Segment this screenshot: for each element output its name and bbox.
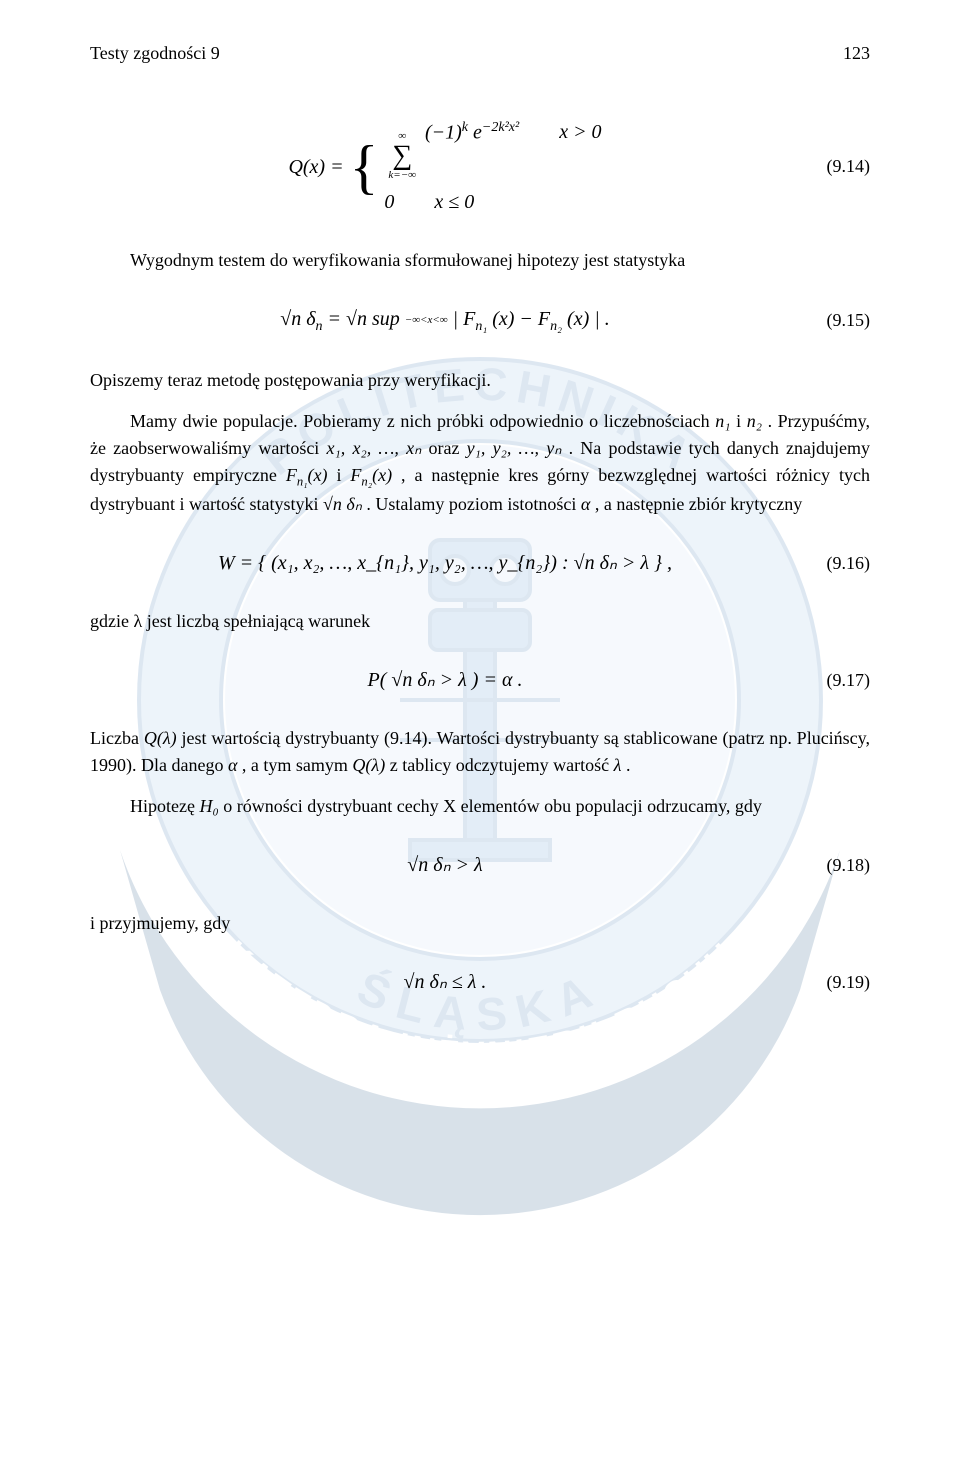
paragraph: gdzie λ jest liczbą spełniającą warunek [90, 608, 870, 635]
paragraph: Liczba Q(λ) jest wartością dystrybuanty … [90, 725, 870, 779]
page-content: Testy zgodności 9 123 Q(x) = { ∞ ∑ k=−∞ [0, 0, 960, 1067]
eq-number: (9.18) [800, 852, 870, 879]
header-left: Testy zgodności 9 [90, 40, 220, 67]
eq-number: (9.16) [800, 550, 870, 577]
paragraph: Hipotezę H₀ o równości dystrybuant cechy… [90, 793, 870, 820]
header-page-number: 123 [843, 40, 870, 67]
equation-9-18: √n δₙ > λ (9.18) [90, 850, 870, 880]
running-header: Testy zgodności 9 123 [90, 40, 870, 67]
equation-9-15: √n δn = √n sup −∞<x<∞ | Fn₁ (x) − Fn₂ (x… [90, 304, 870, 337]
eq-number: (9.14) [800, 153, 870, 180]
paragraph: Mamy dwie populacje. Pobieramy z nich pr… [90, 408, 870, 518]
eq-number: (9.15) [800, 307, 870, 334]
equation-9-19: √n δₙ ≤ λ . (9.19) [90, 967, 870, 997]
equation-9-16: W = { (x₁, x₂, …, x_{n₁}, y₁, y₂, …, y_{… [90, 548, 870, 578]
equation-9-17: P( √n δₙ > λ ) = α . (9.17) [90, 665, 870, 695]
eq-number: (9.17) [800, 667, 870, 694]
eq914-lhs: Q(x) = [288, 152, 343, 182]
paragraph: Wygodnym testem do weryfikowania sformuł… [90, 247, 870, 274]
equation-9-14: Q(x) = { ∞ ∑ k=−∞ (−1)k e−2k²x² [90, 117, 870, 217]
paragraph: Opiszemy teraz metodę postępowania przy … [90, 367, 870, 394]
eq-number: (9.19) [800, 969, 870, 996]
sum-symbol: ∞ ∑ k=−∞ [388, 131, 416, 181]
paragraph: i przyjmujemy, gdy [90, 910, 870, 937]
